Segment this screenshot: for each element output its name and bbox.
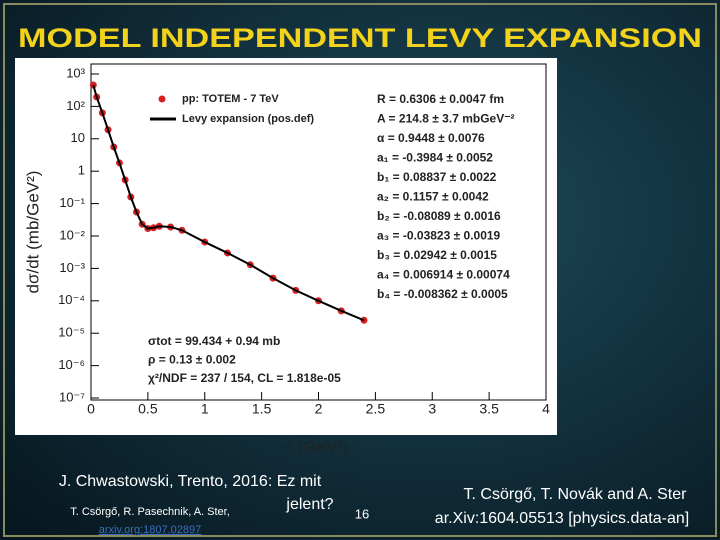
parameter: α = 0.9448 ± 0.0076 (377, 131, 485, 145)
parameter: R = 0.6306 ± 0.0047 fm (377, 92, 504, 106)
x-tick-label: 2 (315, 401, 323, 417)
y-tick-label: 10³ (66, 65, 85, 80)
legend-marker (158, 95, 166, 103)
x-tick-label: 3 (428, 401, 436, 417)
fit-result: σtot = 99.434 + 0.94 mb (148, 334, 280, 348)
parameter: b₄ = -0.008362 ± 0.0005 (377, 287, 508, 301)
y-tick-label: 10² (66, 98, 85, 113)
x-tick-label: 1 (201, 401, 209, 417)
parameter: b₃ = 0.02942 ± 0.0015 (377, 248, 497, 262)
footer-authors: T. Csörgő, R. Pasechnik, A. Ster, (70, 506, 230, 518)
fit-line (92, 84, 365, 322)
y-tick-label: 10⁻⁵ (58, 325, 85, 340)
parameter: A = 214.8 ± 3.7 mbGeV⁻² (377, 112, 515, 126)
x-tick-label: 0 (87, 401, 95, 417)
y-axis-label: dσ/dt (mb/GeV²) (23, 171, 42, 294)
parameter: b₂ = -0.08089 ± 0.0016 (377, 209, 501, 223)
parameter: b₁ = 0.08837 ± 0.0022 (377, 170, 497, 184)
x-tick-label: 2.5 (366, 401, 386, 417)
x-tick-label: 0.5 (138, 401, 158, 417)
parameter: a₂ = 0.1157 ± 0.0042 (377, 190, 489, 204)
y-tick-label: 1 (78, 163, 85, 178)
y-tick-label: 10⁻⁷ (59, 389, 85, 404)
x-tick-label: 3.5 (479, 401, 499, 417)
legend-label: pp: TOTEM - 7 TeV (182, 93, 279, 105)
parameter: a₃ = -0.03823 ± 0.0019 (377, 229, 501, 243)
chart: 10³ 10² 10 1 10⁻¹ 10⁻² 10⁻³ 10⁻⁴ 10⁻⁵ 10⁻⁶ 10⁻⁷0 0.… (23, 63, 550, 456)
fit-result: ρ = 0.13 ± 0.002 (148, 353, 236, 367)
x-axis-label: -t (GeV²) (282, 437, 348, 456)
y-tick-label: 10⁻⁴ (58, 292, 85, 307)
footer-right-line: T. Csörgő, T. Novák and A. Ster (464, 486, 688, 503)
parameter: a₁ = -0.3984 ± 0.0052 (377, 151, 493, 165)
parameter: a₄ = 0.006914 ± 0.00074 (377, 268, 510, 282)
y-tick-label: 10⁻³ (59, 260, 85, 275)
footer-left-line: jelent? (285, 496, 333, 513)
x-tick-label: 1.5 (252, 401, 272, 417)
x-tick-label: 4 (542, 401, 550, 417)
y-tick-label: 10 (71, 130, 85, 145)
y-tick-label: 10⁻² (59, 227, 85, 242)
y-tick-label: 10⁻¹ (59, 195, 85, 210)
footer-link[interactable]: arxiv.org:1807.02897 (99, 524, 202, 536)
footer-right-line: ar.Xiv:1604.05513 [physics.data-an] (435, 510, 689, 527)
legend-label: Levy expansion (pos.def) (182, 113, 314, 125)
border (3, 3, 717, 537)
fit-result: χ²/NDF = 237 / 154, CL = 1.818e-05 (148, 371, 341, 385)
slide-title: MODEL INDEPENDENT LEVY EXPANSION (18, 23, 702, 53)
y-tick-label: 10⁻⁶ (58, 357, 85, 372)
page-number: 16 (355, 506, 369, 521)
footer-left-line: J. Chwastowski, Trento, 2016: Ez mit (59, 473, 322, 490)
